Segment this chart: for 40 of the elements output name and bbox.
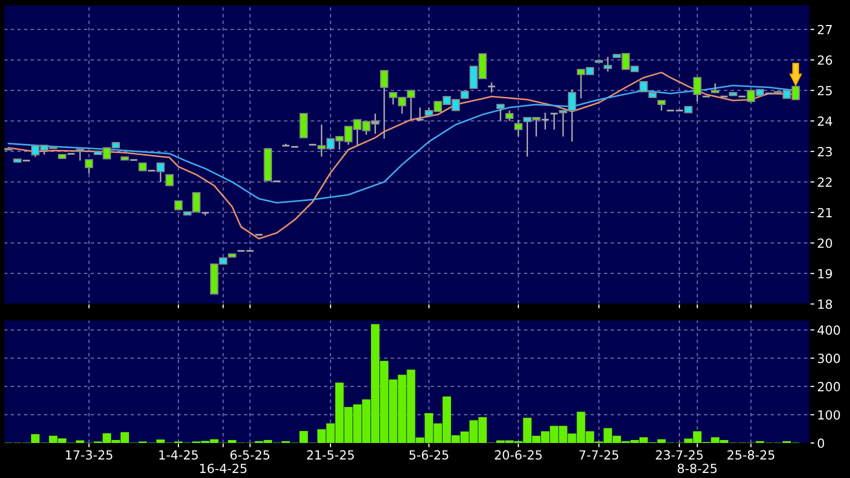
x-tick-label: 25-8-25	[727, 450, 774, 460]
candlestick	[540, 112, 550, 130]
candlestick	[380, 70, 388, 140]
y-tick-label: 24	[818, 116, 832, 126]
x-tick-label: 23-7-25	[656, 450, 703, 460]
y-tick-label: 100	[818, 410, 840, 420]
y-tick-label: 300	[818, 354, 840, 364]
x-tick-label: 7-7-25	[579, 450, 618, 460]
y-tick-label: 26	[818, 55, 832, 65]
candlestick	[657, 100, 666, 112]
candlestick	[84, 158, 94, 174]
x-tick-label: 20-6-25	[494, 450, 542, 460]
candlestick	[496, 104, 505, 122]
y-tick-label: 19	[818, 268, 832, 278]
x-tick-label: 16-4-25	[200, 464, 246, 474]
y-tick-label: 21	[818, 208, 832, 218]
x-tick-label: 8-8-25	[678, 464, 717, 474]
x-tick-label: 17-3-25	[66, 450, 112, 460]
candlestick	[505, 110, 514, 122]
x-tick-label: 6-5-25	[230, 450, 270, 460]
x-tick-label: 21-5-25	[307, 450, 354, 460]
y-tick-label: 22	[818, 177, 832, 187]
y-tick-label: 27	[818, 24, 832, 34]
y-tick-label: 25	[818, 86, 832, 96]
y-tick-label: 200	[818, 382, 840, 392]
y-tick-label: 18	[818, 299, 832, 309]
y-tick-label: 20	[818, 238, 832, 248]
candlestick	[514, 119, 523, 138]
candlestick	[604, 56, 612, 72]
candlestick	[693, 76, 702, 102]
y-tick-label: 400	[818, 325, 840, 335]
y-tick-label: 0	[818, 438, 824, 448]
candlestick	[487, 82, 496, 94]
candlestick	[639, 81, 648, 92]
candlestick	[711, 82, 720, 94]
x-tick-label: 1-4-25	[159, 450, 198, 460]
candlestick	[76, 148, 84, 162]
x-tick-label: 5-6-25	[409, 450, 448, 460]
candlestick	[165, 174, 174, 186]
y-tick-label: 23	[818, 146, 832, 156]
